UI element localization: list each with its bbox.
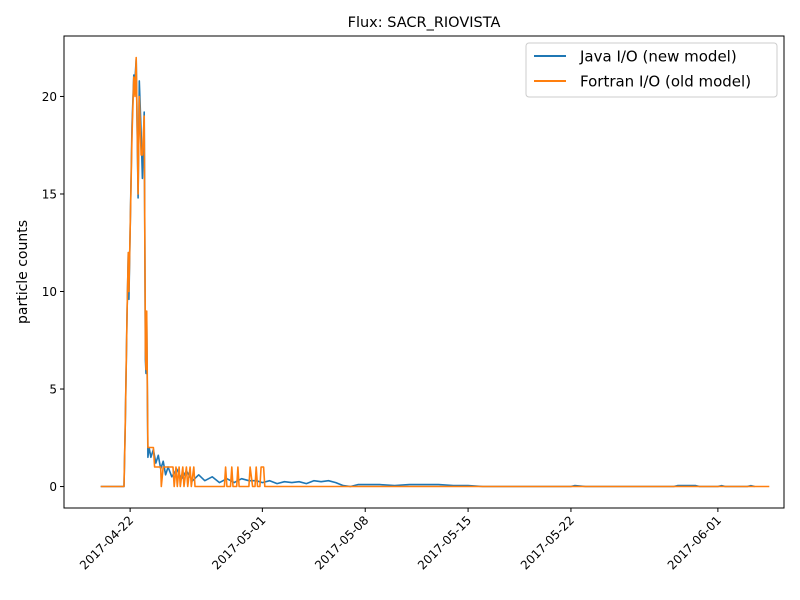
- legend-box: [525, 42, 778, 98]
- y-tick-label: 0: [49, 480, 57, 494]
- series-line-java-i-o-new-model: [100, 58, 755, 488]
- chart-title: Flux: SACR_RIOVISTA: [348, 15, 501, 31]
- y-tick-label: 20: [42, 90, 57, 104]
- x-tick-label: 2017-04-22: [77, 513, 136, 572]
- x-tick-label: 2017-05-15: [415, 513, 474, 572]
- legend-entries: Java I/O (new model) Fortran I/O (old mod…: [534, 48, 751, 91]
- plot-area-frame: [63, 35, 785, 509]
- series-line-fortran-i-o-old-model: [100, 56, 770, 488]
- legend-label: Java I/O (new model): [579, 48, 737, 66]
- x-tick-label: 2017-05-22: [518, 513, 577, 572]
- x-tick-label: 2017-05-08: [312, 513, 371, 572]
- y-axis-label: particle counts: [15, 220, 31, 324]
- legend: Java I/O (new model) Fortran I/O (old mod…: [525, 42, 778, 98]
- x-tick-label: 2017-06-01: [665, 513, 724, 572]
- x-axis-ticks: 2017-04-22 2017-05-01 2017-05-08 2017-05-15…: [77, 508, 724, 572]
- x-tick-label: 2017-05-01: [209, 513, 268, 572]
- y-tick-label: 10: [42, 285, 57, 299]
- legend-label: Fortran I/O (old model): [580, 73, 751, 91]
- y-tick-label: 15: [42, 187, 57, 201]
- y-axis-ticks: 0 5 10 15 20: [42, 90, 64, 494]
- y-tick-label: 5: [49, 383, 57, 397]
- series-lines: [100, 56, 770, 488]
